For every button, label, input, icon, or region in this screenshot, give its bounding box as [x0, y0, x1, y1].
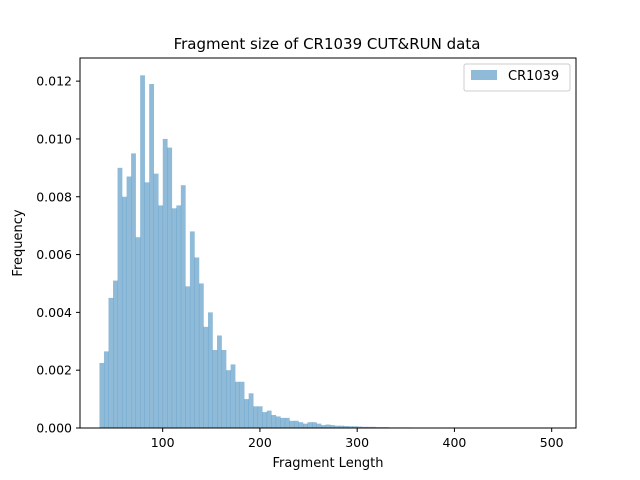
histogram-bar: [321, 425, 326, 428]
x-axis-label: Fragment Length: [272, 456, 383, 471]
y-tick-label: 0.004: [36, 305, 72, 320]
histogram-bar: [126, 176, 132, 428]
y-tick-label: 0.010: [36, 131, 72, 146]
histogram-bar: [312, 422, 317, 428]
histogram-bar: [99, 362, 105, 428]
histogram-bar: [302, 423, 308, 428]
histogram-bar: [366, 426, 372, 428]
histogram-bar: [207, 312, 213, 429]
histogram-bar: [230, 364, 236, 428]
histogram-bar: [348, 426, 353, 428]
histogram-bar: [140, 75, 145, 428]
histogram-bar: [239, 381, 245, 428]
legend: CR1039: [463, 63, 571, 92]
histogram-bar: [203, 326, 209, 428]
x-tick-label: 500: [540, 435, 564, 450]
histogram-bar: [162, 138, 168, 428]
histogram-bar: [316, 423, 322, 428]
histogram-bar: [149, 84, 155, 429]
histogram-bar: [284, 417, 290, 428]
histogram-bar: [131, 153, 136, 428]
y-axis: 0.000 0.002 0.004 0.006 0.008 0.010 0.012: [36, 74, 80, 436]
histogram-bar: [185, 286, 191, 428]
histogram-bar: [262, 412, 268, 428]
histogram-bar: [289, 420, 295, 428]
histogram-bar: [217, 335, 222, 428]
legend-label-cr1039: CR1039: [508, 69, 559, 84]
histogram-bar: [212, 349, 218, 428]
y-tick-label: 0.012: [36, 74, 72, 89]
histogram-bar: [226, 370, 231, 428]
histogram-bar: [158, 205, 164, 428]
histogram-bar: [176, 205, 182, 428]
histogram-bar: [122, 196, 127, 428]
histogram-bar: [113, 280, 118, 428]
histogram-bar: [293, 420, 299, 428]
histogram-bar: [171, 208, 177, 428]
histogram-bar: [108, 297, 114, 428]
histogram-bar: [357, 426, 363, 428]
histogram-bar: [257, 406, 263, 428]
histogram-bar: [189, 231, 195, 428]
chart-title: Fragment size of CR1039 CUT&RUN data: [174, 35, 481, 53]
histogram-bar: [361, 426, 367, 428]
histogram-bar: [248, 393, 254, 428]
histogram-bar: [244, 399, 249, 428]
histogram-bar: [334, 425, 340, 428]
histogram-bar: [266, 410, 272, 428]
histogram-bar: [325, 424, 331, 428]
histogram-bar: [298, 422, 304, 428]
histogram-bar: [275, 416, 281, 428]
plot-frame: [79, 57, 577, 429]
histogram-bar: [221, 349, 227, 428]
histogram-bar: [198, 283, 204, 428]
histogram-bar: [280, 417, 286, 428]
histogram-bar: [167, 147, 173, 429]
x-tick-label: 100: [151, 435, 175, 450]
x-tick-label: 300: [345, 435, 369, 450]
histogram-bar: [180, 185, 186, 428]
legend-swatch: [471, 70, 497, 80]
x-tick-label: 400: [443, 435, 467, 450]
histogram-bar: [339, 425, 344, 428]
histogram-bars: [99, 75, 552, 429]
histogram-bar: [194, 257, 200, 428]
histogram-bar: [352, 426, 358, 428]
histogram-bar: [103, 351, 109, 428]
y-tick-label: 0.002: [36, 363, 72, 378]
y-tick-label: 0.000: [36, 421, 72, 436]
histogram-bar: [330, 425, 335, 428]
x-axis: 100 200 300 400 500: [151, 428, 564, 450]
histogram-bar: [117, 167, 123, 428]
x-tick-label: 200: [248, 435, 272, 450]
histogram-bar: [370, 426, 376, 428]
histogram-bar: [343, 425, 349, 428]
y-axis-label: Frequency: [11, 209, 26, 276]
histogram-bar: [253, 406, 259, 428]
y-tick-label: 0.006: [36, 247, 72, 262]
histogram-bar: [135, 237, 141, 428]
histogram-bar: [307, 422, 313, 428]
histogram-bar: [271, 414, 277, 428]
y-tick-label: 0.008: [36, 189, 72, 204]
histogram-bar: [144, 182, 150, 428]
histogram-bar: [235, 381, 240, 428]
histogram-bar: [153, 173, 159, 429]
